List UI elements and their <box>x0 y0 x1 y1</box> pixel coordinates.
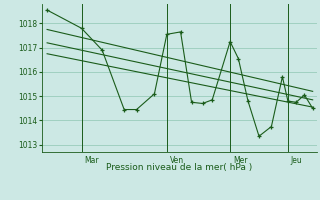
Text: Mer: Mer <box>233 156 247 165</box>
X-axis label: Pression niveau de la mer( hPa ): Pression niveau de la mer( hPa ) <box>106 163 252 172</box>
Text: Mar: Mar <box>84 156 99 165</box>
Text: Jeu: Jeu <box>291 156 302 165</box>
Text: Ven: Ven <box>170 156 184 165</box>
